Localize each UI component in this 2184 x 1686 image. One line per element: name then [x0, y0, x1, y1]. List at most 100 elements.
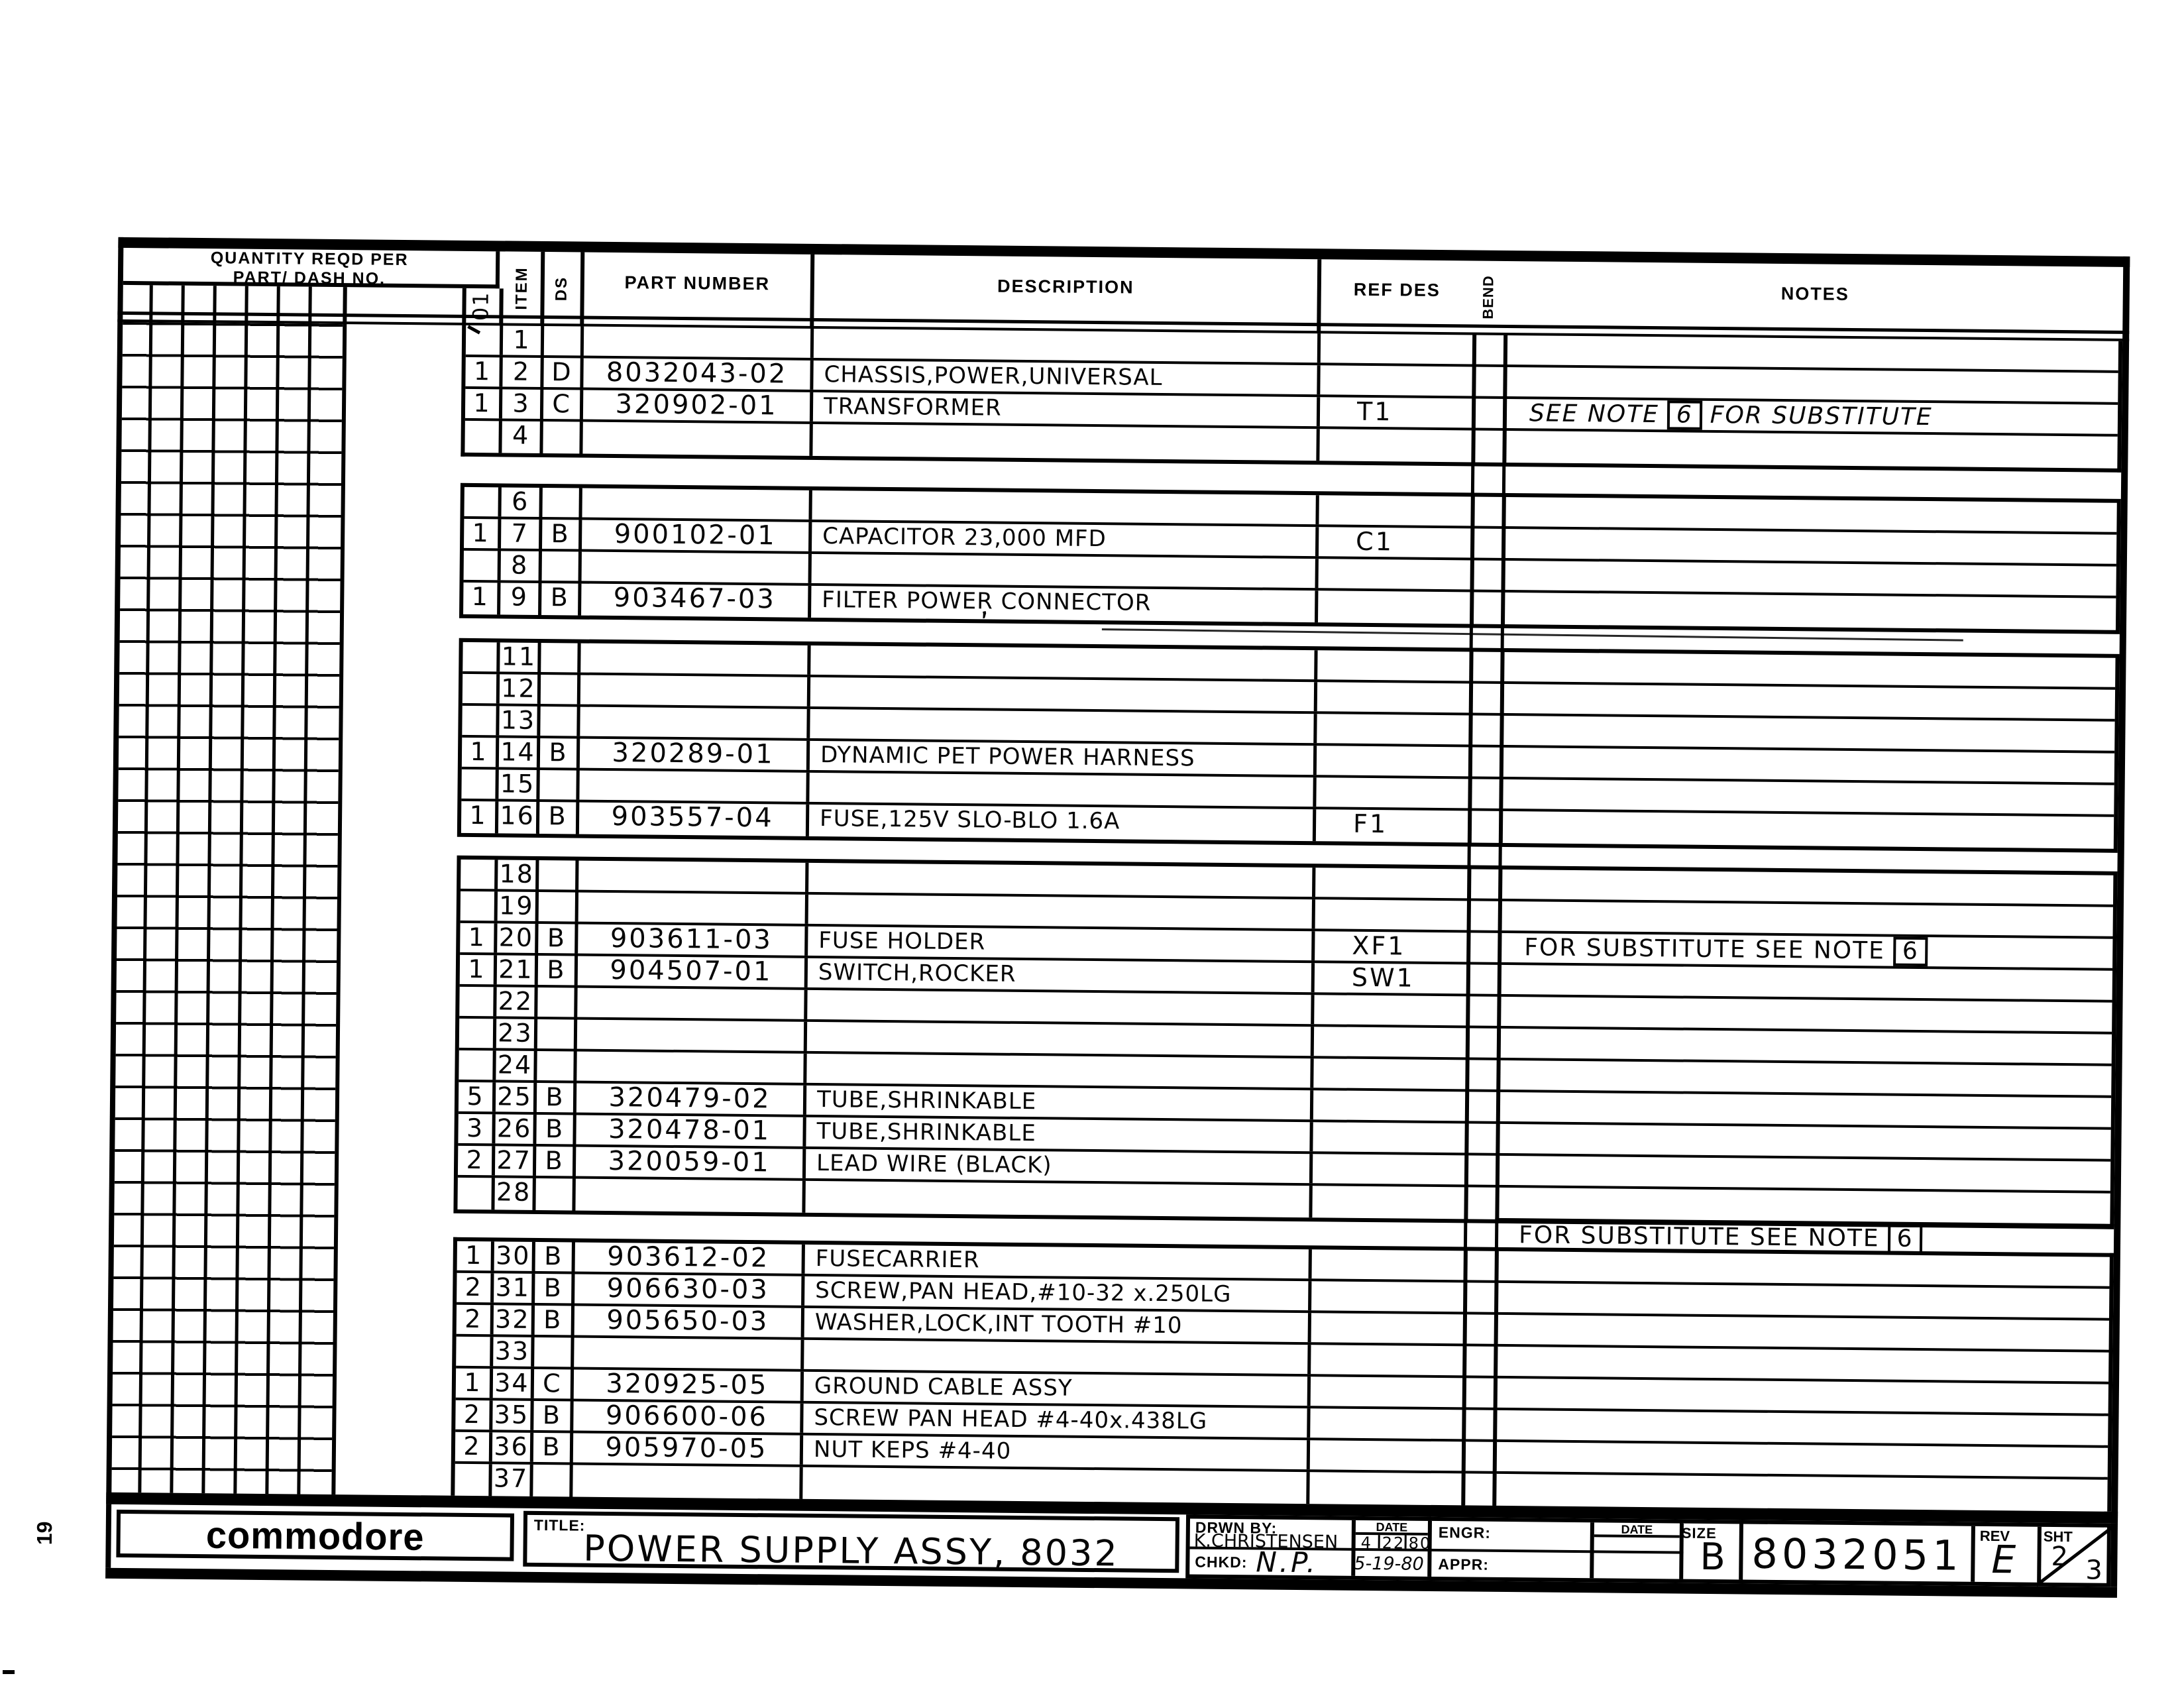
part-number-cell	[580, 643, 811, 675]
notes-cell	[1498, 1378, 2108, 1414]
date-label: DATE	[1621, 1522, 1653, 1537]
drwn-date-year: 80	[1408, 1534, 1432, 1553]
chkd-date: 5-19-80	[1354, 1553, 1424, 1575]
part-number-cell	[580, 706, 810, 738]
bend-cell	[1474, 528, 1506, 558]
ds-cell: D	[543, 357, 584, 388]
qty-cell: 2	[457, 1272, 494, 1303]
ref-des-cell	[1317, 682, 1474, 713]
item-cell: 1	[502, 325, 545, 356]
date-divider	[1378, 1535, 1380, 1549]
item-cell: 6	[501, 487, 543, 517]
notes-cell	[1498, 1251, 2109, 1286]
item-cell: 9	[500, 583, 542, 615]
item-cell: 22	[496, 986, 538, 1017]
part-number-cell: 320059-01	[575, 1146, 806, 1178]
item-cell: 27	[494, 1145, 537, 1176]
ds-cell	[537, 1019, 578, 1049]
date-label: DATE	[1376, 1520, 1408, 1534]
notes-cell	[1500, 1156, 2110, 1191]
approval-box: DRWN BY: K.CHRISTENSEN CHKD: N.P. DATE 4…	[1185, 1514, 2116, 1587]
notes-cell	[1502, 870, 2113, 905]
item-cell: 15	[498, 769, 540, 799]
rev-value: E	[1991, 1537, 2018, 1583]
ds-cell: B	[533, 1400, 574, 1431]
qty-cell: 1	[460, 923, 498, 953]
ref-des-header: REF DES	[1353, 279, 1441, 300]
notes-cell: FOR SUBSTITUTE SEE NOTE 6	[1502, 933, 2112, 968]
description-cell	[808, 862, 1316, 897]
notes-header: NOTES	[1780, 283, 1849, 304]
ds-cell: C	[533, 1369, 574, 1399]
ref-des-cell: F1	[1315, 809, 1472, 843]
ds-cell	[539, 769, 580, 800]
ds-cell: B	[536, 1082, 577, 1113]
ds-cell	[540, 706, 580, 736]
notes-cell	[1504, 652, 2115, 687]
notes-cell	[1506, 431, 2117, 469]
ref-des-cell	[1310, 1408, 1466, 1439]
ds-cell	[543, 326, 584, 356]
description-cell	[804, 1339, 1311, 1375]
qty-cell: 1	[463, 582, 501, 615]
part-number-cell	[579, 770, 810, 802]
bend-cell	[1471, 869, 1503, 899]
item-cell: 2	[502, 357, 544, 388]
engr-label: ENGR:	[1438, 1524, 1492, 1542]
bend-cell	[1465, 1473, 1497, 1506]
qty-cell: 1	[464, 388, 503, 419]
notes-cell	[1502, 901, 2113, 936]
bend-cell	[1469, 1060, 1501, 1090]
notes-cell	[1503, 716, 2114, 751]
qty-cell: 1	[461, 801, 499, 834]
qty-cell: 2	[455, 1400, 493, 1430]
qty-cell	[459, 986, 497, 1017]
description-cell: DYNAMIC PET POWER HARNESS	[809, 740, 1317, 775]
ref-des-cell	[1317, 590, 1474, 624]
notes-cell	[1498, 1283, 2109, 1318]
part-number-cell: 903557-04	[578, 801, 810, 836]
ds-cell	[533, 1464, 573, 1497]
ds-cell: B	[539, 801, 580, 834]
ds-cell: B	[538, 923, 578, 954]
item-cell: 34	[492, 1368, 535, 1398]
ref-des-cell	[1311, 1249, 1468, 1280]
qty-cell	[456, 1336, 494, 1367]
bend-column-header: BEND	[1479, 275, 1497, 319]
bend-cell	[1468, 1123, 1500, 1153]
bend-cell	[1473, 592, 1505, 624]
item-cell: 31	[494, 1272, 535, 1303]
brand-box: commodore	[116, 1509, 515, 1561]
notes-cell	[1500, 1124, 2110, 1159]
part-number-cell: 903612-02	[574, 1241, 805, 1274]
ref-des-cell	[1314, 995, 1470, 1026]
appr-label: APPR:	[1438, 1555, 1490, 1573]
item-blocks: 1 1 2 D 8032043-02 CHASSIS,POWER,UNIVERSAL 1 3 C…	[8, 0, 2184, 1512]
description-cell: CAPACITOR 23,000 MFD	[811, 522, 1319, 557]
item-cell: 8	[500, 551, 542, 581]
description-cell	[802, 1467, 1310, 1504]
notes-cell	[1503, 811, 2114, 849]
qty-cell: 1	[455, 1368, 494, 1398]
item-cell: 20	[497, 923, 539, 953]
ds-cell	[537, 987, 578, 1017]
item-cell: 36	[492, 1432, 534, 1462]
bend-cell	[1466, 1346, 1498, 1376]
notes-cell	[1503, 779, 2114, 815]
ref-des-cell	[1309, 1472, 1466, 1506]
description-cell	[805, 1180, 1313, 1218]
part-number-cell: 906630-03	[574, 1273, 805, 1306]
ds-cell: B	[535, 1241, 575, 1272]
part-number-cell	[583, 326, 814, 358]
description-cell: SCREW PAN HEAD #4-40x.438LG	[803, 1403, 1311, 1438]
part-number-cell: 320479-02	[576, 1082, 807, 1115]
ds-cell	[537, 1050, 577, 1081]
bend-cell	[1468, 1092, 1501, 1121]
qty-cell: 5	[458, 1082, 496, 1112]
part-number-cell: 906600-06	[573, 1400, 804, 1433]
item-cell: 12	[499, 673, 541, 704]
qty-cell	[464, 420, 502, 453]
divider	[2037, 1526, 2042, 1583]
notes-cell	[1497, 1442, 2108, 1477]
bend-cell	[1472, 747, 1504, 777]
